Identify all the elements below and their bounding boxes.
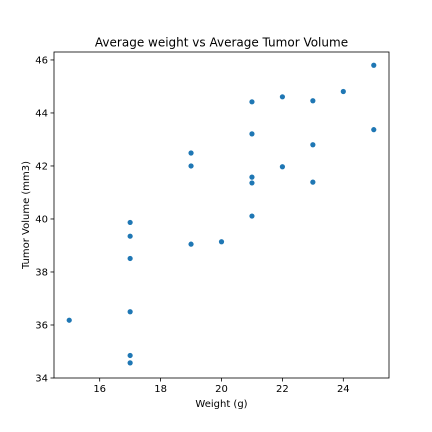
data-point xyxy=(188,163,193,168)
data-point xyxy=(280,164,285,169)
data-point xyxy=(128,234,133,239)
plot-area xyxy=(54,52,389,378)
y-tick-label: 46 xyxy=(35,55,48,66)
data-point xyxy=(371,63,376,68)
x-tick-label: 24 xyxy=(337,384,350,395)
data-point xyxy=(128,309,133,314)
data-point xyxy=(249,131,254,136)
data-point xyxy=(188,150,193,155)
data-point xyxy=(67,318,72,323)
data-points xyxy=(67,63,377,366)
x-axis-label: Weight (g) xyxy=(195,399,247,410)
data-point xyxy=(128,360,133,365)
data-point xyxy=(249,99,254,104)
data-point xyxy=(219,239,224,244)
y-tick-label: 40 xyxy=(35,214,48,225)
data-point xyxy=(249,174,254,179)
y-axis-label: Tumor Volume (mm3) xyxy=(21,161,32,270)
y-tick-label: 36 xyxy=(35,320,48,331)
chart-title: Average weight vs Average Tumor Volume xyxy=(95,36,348,50)
data-point xyxy=(188,242,193,247)
data-point xyxy=(310,180,315,185)
x-tick-label: 18 xyxy=(154,384,167,395)
y-tick-label: 38 xyxy=(35,267,48,278)
data-point xyxy=(371,127,376,132)
x-tick-label: 20 xyxy=(215,384,228,395)
data-point xyxy=(310,142,315,147)
data-point xyxy=(341,89,346,94)
data-point xyxy=(128,220,133,225)
data-point xyxy=(249,180,254,185)
x-tick-label: 16 xyxy=(93,384,106,395)
y-tick-label: 44 xyxy=(35,108,48,119)
data-point xyxy=(280,94,285,99)
data-point xyxy=(310,98,315,103)
y-tick-label: 42 xyxy=(35,161,48,172)
x-axis: 16 18 20 22 24 xyxy=(93,378,349,395)
data-point xyxy=(128,353,133,358)
x-tick-label: 22 xyxy=(276,384,289,395)
y-axis: 34 36 38 40 42 44 46 xyxy=(35,55,54,384)
y-tick-label: 34 xyxy=(35,374,48,385)
data-point xyxy=(249,213,254,218)
data-point xyxy=(128,256,133,261)
